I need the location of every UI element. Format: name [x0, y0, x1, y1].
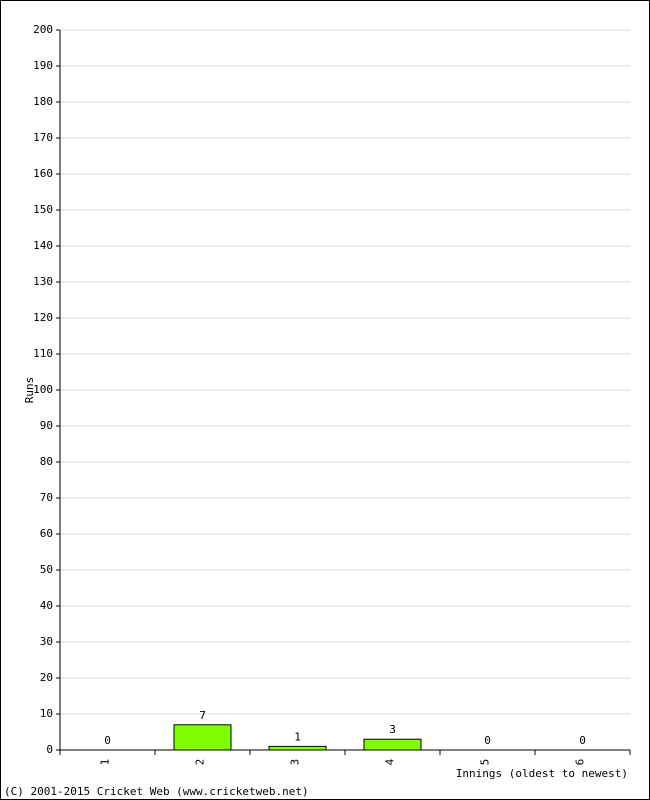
y-tick-label: 30: [40, 635, 53, 648]
value-label: 0: [484, 734, 491, 747]
y-tick-label: 120: [33, 311, 53, 324]
x-tick-label: 4: [384, 758, 397, 765]
y-tick-label: 110: [33, 347, 53, 360]
y-tick-label: 160: [33, 167, 53, 180]
y-tick-label: 140: [33, 239, 53, 252]
bar: [363, 738, 422, 751]
x-tick-label: 3: [289, 759, 302, 766]
y-tick-label: 20: [40, 671, 53, 684]
x-tick-label: 2: [194, 759, 207, 766]
y-axis-title: Runs: [23, 377, 36, 404]
x-tick-label: 5: [479, 759, 492, 766]
y-tick-label: 200: [33, 23, 53, 36]
bar: [173, 724, 232, 751]
value-label: 3: [389, 723, 396, 736]
y-tick-label: 0: [46, 743, 53, 756]
y-tick-label: 130: [33, 275, 53, 288]
value-label: 0: [104, 734, 111, 747]
y-tick-label: 40: [40, 599, 53, 612]
value-label: 1: [294, 730, 301, 743]
y-tick-label: 100: [33, 383, 53, 396]
y-tick-label: 190: [33, 59, 53, 72]
y-tick-label: 10: [40, 707, 53, 720]
y-tick-label: 170: [33, 131, 53, 144]
value-label: 0: [579, 734, 586, 747]
bar: [268, 745, 327, 751]
y-tick-label: 90: [40, 419, 53, 432]
footer: (C) 2001-2015 Cricket Web (www.cricketwe…: [4, 785, 309, 798]
x-tick-label: 1: [99, 759, 112, 766]
value-label: 7: [199, 709, 206, 722]
x-tick-label: 6: [574, 759, 587, 766]
y-tick-label: 60: [40, 527, 53, 540]
x-axis-title: Innings (oldest to newest): [456, 767, 628, 780]
y-tick-label: 180: [33, 95, 53, 108]
y-tick-label: 80: [40, 455, 53, 468]
y-tick-label: 70: [40, 491, 53, 504]
y-tick-label: 50: [40, 563, 53, 576]
y-tick-label: 150: [33, 203, 53, 216]
